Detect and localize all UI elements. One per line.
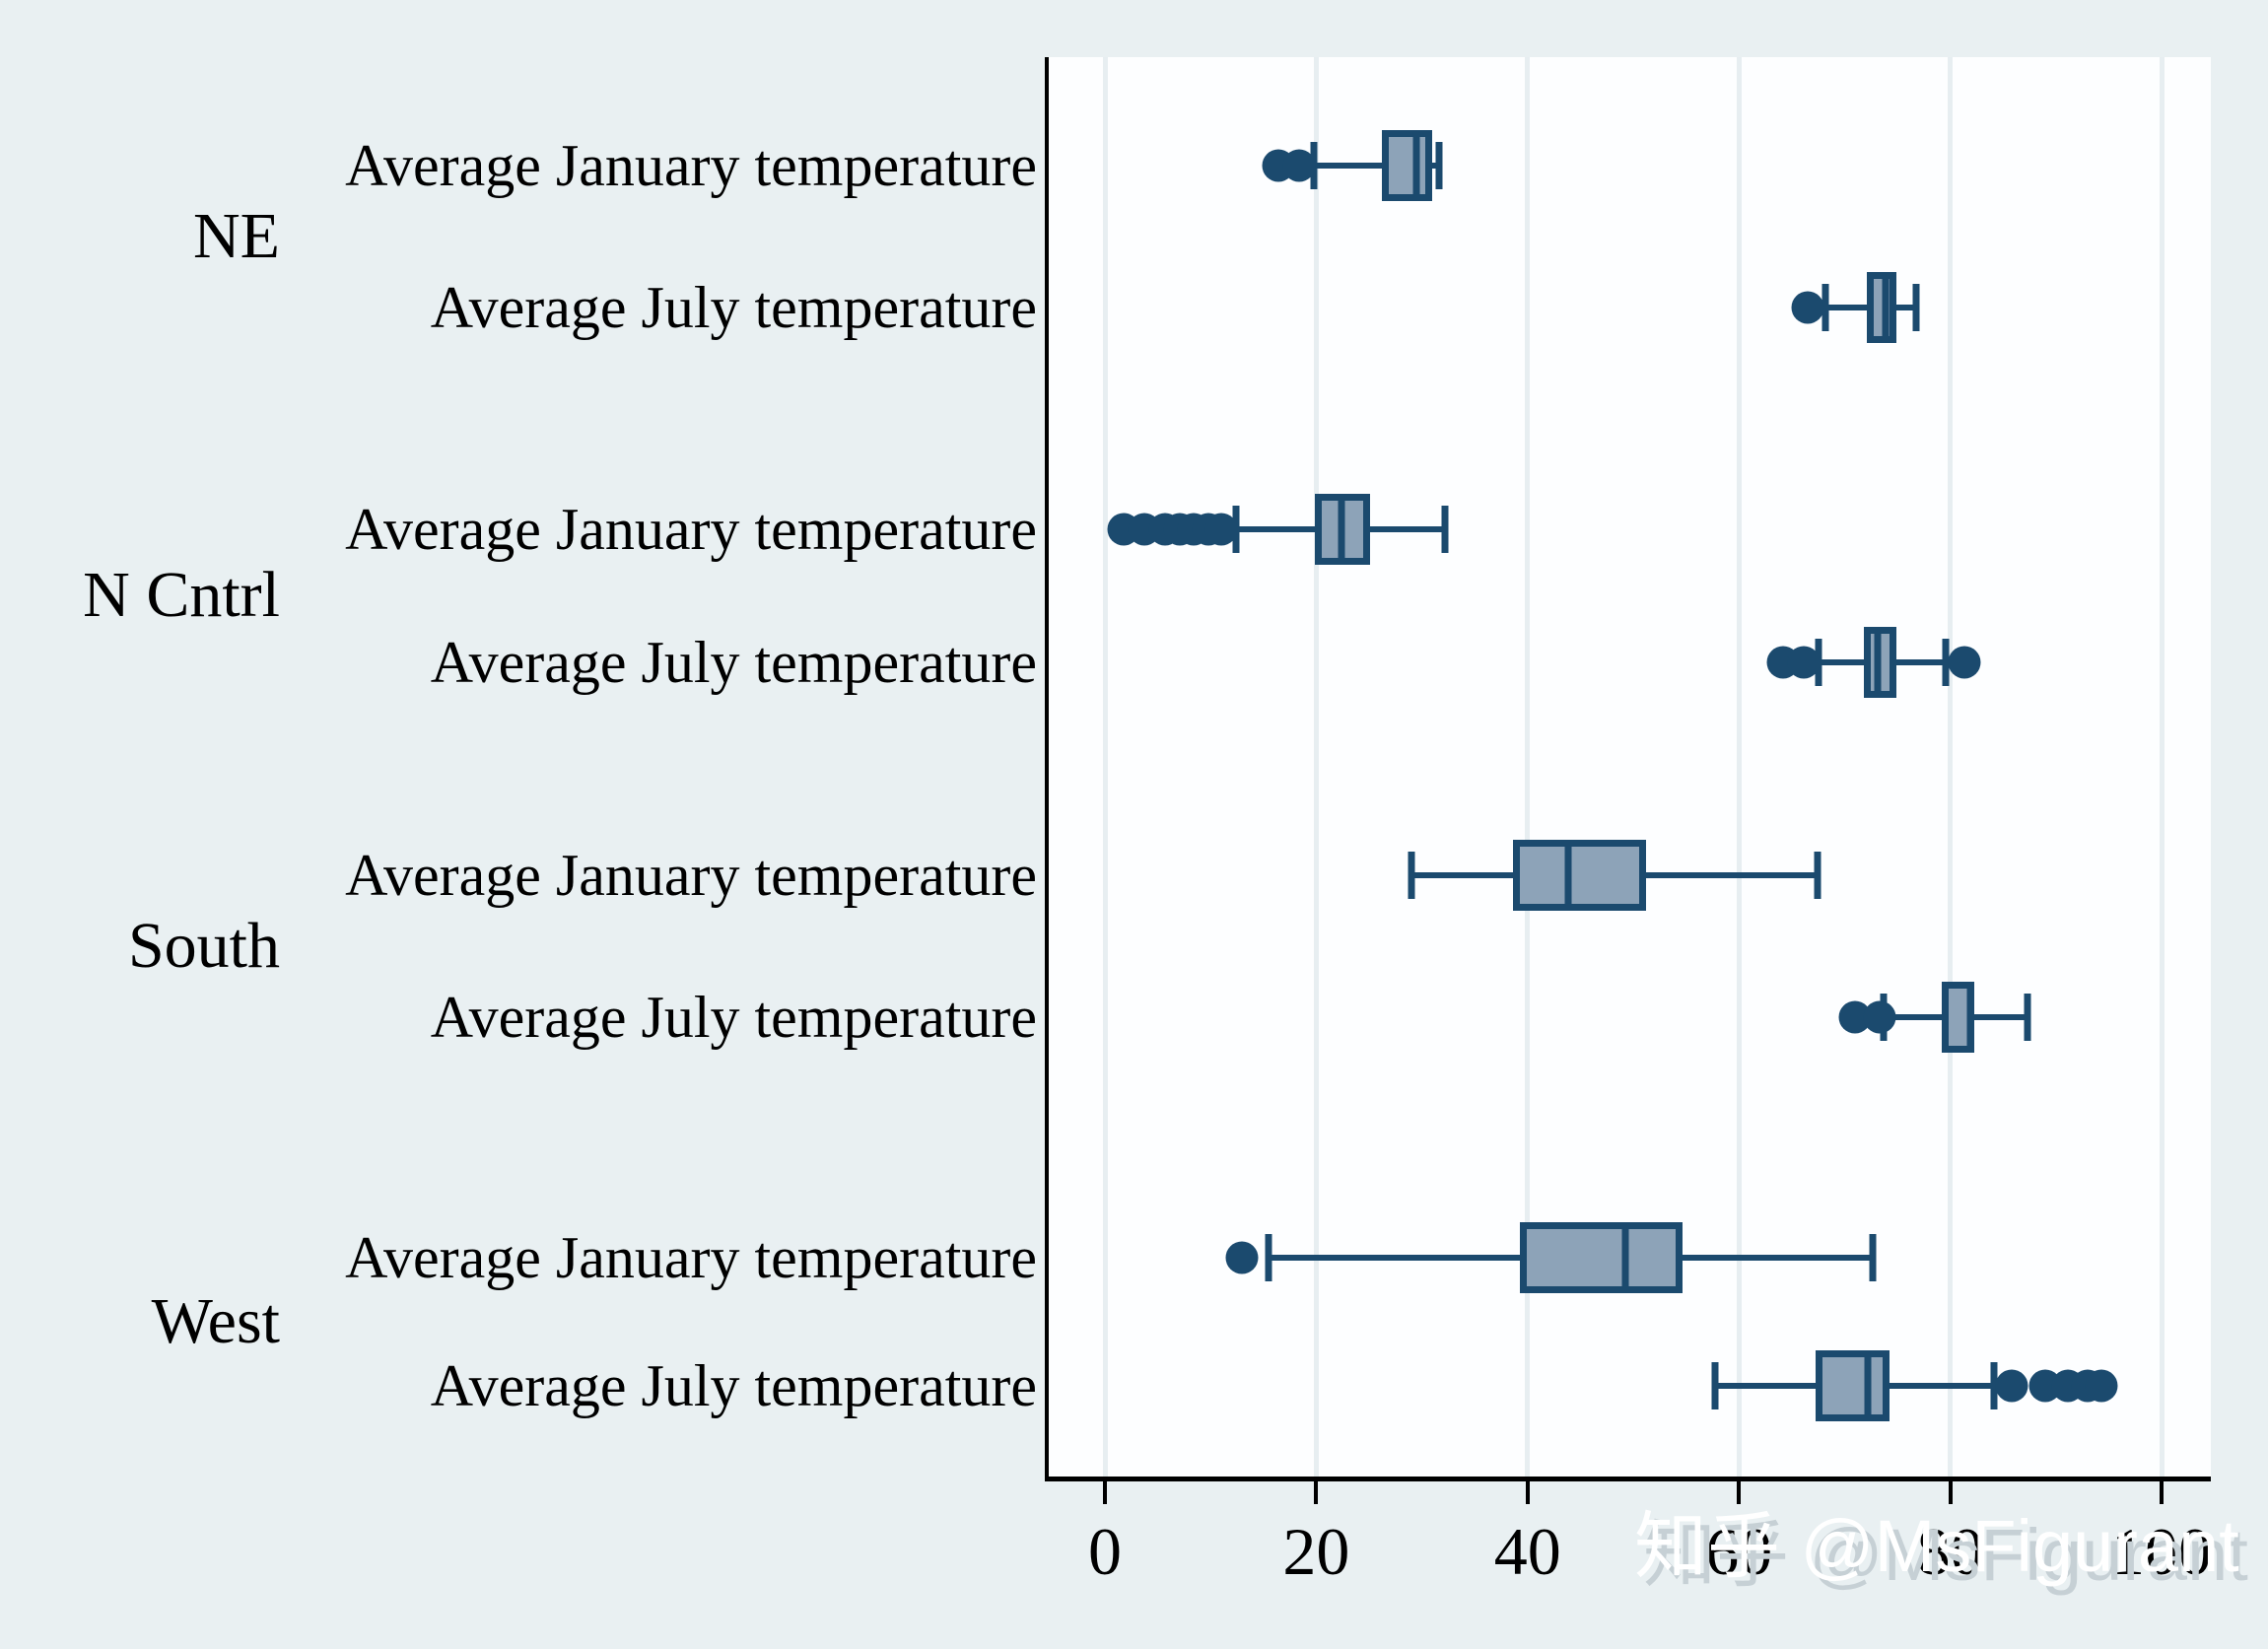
row-label: Average January temperature [345,133,1037,198]
whisker-high-cap [1990,1362,1998,1409]
median-line [1412,130,1420,201]
whisker-low-line [1884,1014,1943,1020]
median-line [1338,494,1345,565]
region-label-south: South [127,910,280,982]
row-label: Average January temperature [345,497,1037,562]
x-axis-tick [2160,1481,2164,1504]
whisker-low-cap [1265,1234,1272,1281]
region-label-west: West [151,1285,280,1357]
whisker-high-line [1890,1383,1994,1389]
x-axis-tick [1314,1481,1319,1504]
whisker-high-cap [1441,506,1449,553]
whisker-low-line [1825,305,1867,310]
x-axis-tick-label: 100 [2111,1514,2212,1589]
whisker-low-line [1714,1383,1817,1389]
x-axis-tick-label: 60 [1705,1514,1773,1589]
whisker-low-line [1314,163,1382,169]
gridline [1313,57,1319,1477]
x-axis-tick [1525,1481,1530,1504]
outlier-dot [1787,646,1821,679]
gridline [2159,57,2165,1477]
row-label: Average January temperature [345,843,1037,908]
x-axis-tick [1948,1481,1953,1504]
outlier-dot [1204,513,1238,546]
median-line [1621,1222,1629,1293]
whisker-high-line [1895,305,1917,310]
box [1512,840,1646,911]
outlier-dot [2085,1369,2118,1403]
whisker-low-cap [1821,284,1829,331]
x-axis-tick [1103,1481,1107,1504]
row-label: Average July temperature [430,1353,1037,1418]
x-axis-tick-label: 80 [1916,1514,1984,1589]
whisker-low-line [1235,526,1316,532]
gridline [1102,57,1108,1477]
whisker-low-cap [1408,852,1415,899]
median-line [1874,627,1882,698]
x-axis-tick-label: 0 [1088,1514,1122,1589]
gridline [1948,57,1954,1477]
median-line [1966,982,1974,1053]
outlier-dot [1995,1369,2028,1403]
watermark: 知乎 @MsFigurant [1634,1505,2239,1587]
x-axis-tick-label: 40 [1493,1514,1561,1589]
whisker-low-line [1269,1255,1521,1261]
outlier-dot [1791,291,1824,324]
box [1866,272,1896,343]
whisker-low-line [1818,659,1864,665]
x-axis-line [1045,1477,2211,1481]
outlier-dot [1863,1000,1896,1034]
outlier-dot [1282,149,1316,182]
whisker-high-cap [1814,852,1821,899]
whisker-low-cap [1711,1362,1719,1409]
box [1520,1222,1684,1293]
whisker-high-line [1645,872,1818,878]
row-label: Average July temperature [430,985,1037,1050]
region-label-n-cntrl: N Cntrl [83,559,280,631]
region-label-ne: NE [193,200,280,272]
whisker-high-cap [1869,1234,1877,1281]
median-line [1564,840,1572,911]
x-axis-tick [1737,1481,1742,1504]
whisker-high-cap [2024,994,2031,1041]
median-line [1882,272,1890,343]
whisker-high-line [1683,1255,1874,1261]
row-label: Average July temperature [430,275,1037,340]
plot-area [1049,57,2211,1477]
gridline [1525,57,1531,1477]
whisker-high-cap [1435,142,1443,189]
median-line [1864,1350,1872,1421]
row-label: Average January temperature [345,1225,1037,1290]
y-axis-line [1045,57,1049,1481]
whisker-high-line [1974,1014,2027,1020]
whisker-high-cap [1942,639,1950,686]
box [1381,130,1433,201]
row-label: Average July temperature [430,630,1037,695]
outlier-dot [1225,1241,1259,1274]
x-axis-tick-label: 20 [1282,1514,1350,1589]
gridline [1736,57,1742,1477]
whisker-high-line [1370,526,1446,532]
box [1816,1350,1890,1421]
whisker-high-line [1895,659,1947,665]
whisker-high-cap [1912,284,1920,331]
whisker-low-line [1410,872,1513,878]
outlier-dot [1948,646,1981,679]
